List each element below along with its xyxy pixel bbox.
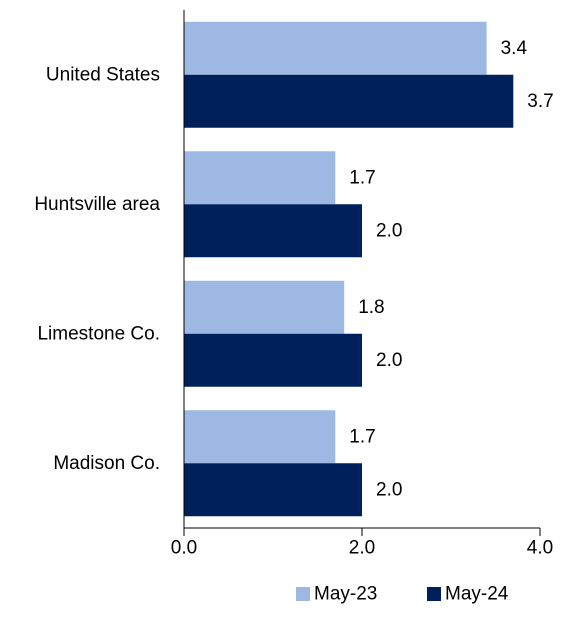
x-tick-label-1: 2.0 bbox=[349, 538, 375, 559]
data-label-madison-co-may-24: 2.0 bbox=[376, 479, 402, 500]
bar-huntsville-area-may-23 bbox=[184, 151, 336, 205]
data-label-huntsville-area-may-24: 2.0 bbox=[376, 220, 402, 241]
data-label-huntsville-area-may-23: 1.7 bbox=[349, 167, 375, 188]
x-tick-label-0: 0.0 bbox=[171, 538, 197, 559]
bar-united-states-may-23 bbox=[184, 21, 487, 75]
category-label-huntsville-area: Huntsville area bbox=[34, 194, 160, 215]
legend-swatch-may-24 bbox=[427, 587, 441, 601]
x-tick-label-2: 4.0 bbox=[527, 538, 553, 559]
bar-limestone-co-may-24 bbox=[184, 333, 362, 387]
legend-label-may-23: May-23 bbox=[314, 584, 377, 605]
axes-layer: 0.0 2.0 4.0 bbox=[171, 10, 553, 559]
bar-madison-co-may-23 bbox=[184, 410, 336, 464]
data-label-limestone-co-may-23: 1.8 bbox=[358, 297, 384, 318]
legend-swatch-may-23 bbox=[296, 587, 310, 601]
bar-madison-co-may-24 bbox=[184, 463, 362, 517]
category-label-limestone-co: Limestone Co. bbox=[37, 323, 160, 344]
data-label-united-states-may-24: 3.7 bbox=[527, 91, 553, 112]
bars-layer bbox=[184, 21, 514, 517]
data-label-limestone-co-may-24: 2.0 bbox=[376, 350, 402, 371]
bar-limestone-co-may-23 bbox=[184, 280, 345, 334]
data-label-madison-co-may-23: 1.7 bbox=[349, 426, 375, 447]
bar-united-states-may-24 bbox=[184, 74, 514, 128]
labels-layer: 3.4 3.7 United States 1.7 2.0 Huntsville area… bbox=[34, 38, 553, 501]
data-label-united-states-may-23: 3.4 bbox=[501, 38, 528, 59]
legend-label-may-24: May-24 bbox=[445, 584, 509, 605]
category-label-madison-co: Madison Co. bbox=[53, 453, 160, 474]
category-label-united-states: United States bbox=[46, 64, 160, 85]
bar-huntsville-area-may-24 bbox=[184, 204, 362, 258]
legend: May-23 May-24 bbox=[296, 584, 509, 605]
